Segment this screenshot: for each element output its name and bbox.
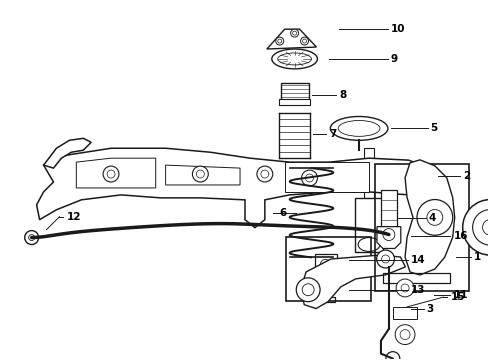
Circle shape: [386, 352, 400, 360]
Circle shape: [302, 284, 314, 296]
Ellipse shape: [338, 121, 380, 136]
Circle shape: [293, 31, 296, 35]
Ellipse shape: [272, 49, 318, 69]
Circle shape: [473, 210, 490, 245]
Text: 14: 14: [411, 255, 425, 265]
Polygon shape: [44, 138, 91, 168]
Circle shape: [107, 170, 115, 178]
Text: 4: 4: [429, 213, 436, 223]
Circle shape: [427, 210, 443, 225]
Bar: [381, 190, 397, 235]
Circle shape: [320, 260, 330, 269]
Polygon shape: [285, 162, 369, 192]
Text: 1: 1: [474, 252, 482, 262]
Polygon shape: [316, 255, 337, 274]
Text: 13: 13: [411, 285, 425, 295]
Text: 9: 9: [391, 54, 398, 64]
Text: 3: 3: [427, 304, 434, 314]
Circle shape: [377, 250, 394, 268]
Circle shape: [276, 37, 284, 45]
Circle shape: [396, 279, 414, 297]
Bar: [355, 198, 383, 252]
Polygon shape: [267, 29, 317, 49]
Circle shape: [306, 174, 314, 182]
Text: 8: 8: [339, 90, 346, 100]
Polygon shape: [377, 227, 401, 248]
Polygon shape: [76, 158, 156, 188]
Ellipse shape: [278, 53, 312, 65]
Circle shape: [483, 219, 490, 235]
Circle shape: [257, 166, 273, 182]
Circle shape: [322, 290, 330, 298]
Text: 5: 5: [431, 123, 438, 134]
Circle shape: [383, 229, 395, 240]
Circle shape: [395, 325, 415, 345]
Ellipse shape: [330, 117, 388, 140]
Text: 10: 10: [391, 24, 405, 34]
Text: 11: 11: [453, 290, 468, 300]
Circle shape: [261, 170, 269, 178]
Circle shape: [382, 257, 396, 271]
Circle shape: [291, 29, 298, 37]
Bar: [364, 148, 374, 198]
Circle shape: [278, 39, 282, 43]
Bar: [375, 164, 468, 291]
Circle shape: [300, 37, 309, 45]
Polygon shape: [301, 255, 405, 309]
Text: 15: 15: [450, 292, 465, 302]
Circle shape: [463, 199, 490, 255]
Circle shape: [29, 235, 35, 240]
Circle shape: [296, 278, 320, 302]
Bar: [383, 273, 450, 283]
Bar: [279, 99, 311, 105]
Polygon shape: [166, 165, 240, 185]
Text: 6: 6: [280, 208, 287, 218]
Circle shape: [193, 166, 208, 182]
Circle shape: [301, 170, 318, 186]
Circle shape: [382, 255, 390, 263]
Bar: [393, 307, 417, 319]
Text: 12: 12: [66, 212, 81, 222]
Circle shape: [400, 330, 410, 339]
Ellipse shape: [358, 238, 380, 251]
Circle shape: [417, 199, 453, 235]
Polygon shape: [405, 160, 455, 275]
Circle shape: [103, 166, 119, 182]
Bar: [286, 237, 371, 301]
Text: 16: 16: [453, 230, 468, 240]
Circle shape: [24, 231, 39, 244]
Bar: [281, 83, 309, 100]
Circle shape: [401, 284, 409, 292]
Text: 2: 2: [464, 171, 470, 181]
Circle shape: [302, 39, 307, 43]
Polygon shape: [37, 148, 429, 228]
Circle shape: [196, 170, 204, 178]
Polygon shape: [318, 286, 335, 302]
Text: 7: 7: [329, 129, 337, 139]
